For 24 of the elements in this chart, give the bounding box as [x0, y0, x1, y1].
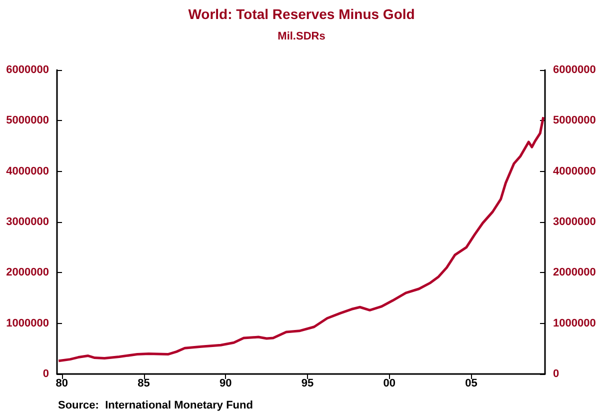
- x-tick-label: 00: [383, 378, 396, 390]
- x-tick-label: 90: [220, 378, 232, 390]
- y2-tick-label: 4000000: [553, 165, 596, 178]
- chart-subtitle: Mil.SDRs: [278, 30, 326, 42]
- x-tick-label: 80: [56, 378, 68, 390]
- y-tick-label: 1000000: [6, 317, 49, 330]
- y2-tick-label: 3000000: [553, 216, 596, 228]
- x-tick-label: 95: [301, 378, 314, 390]
- y-tick-label: 3000000: [6, 216, 49, 228]
- y-tick-label: 2000000: [6, 266, 49, 279]
- y-tick-label: 6000000: [6, 64, 49, 76]
- source-note: Source: International Monetary Fund: [58, 400, 253, 412]
- y2-tick-label: 2000000: [553, 266, 596, 279]
- y2-tick-label: 5000000: [553, 114, 596, 127]
- chart-title: World: Total Reserves Minus Gold: [188, 6, 415, 22]
- y2-tick-label: 0: [553, 368, 560, 380]
- x-tick-label: 05: [465, 378, 478, 390]
- line-series: [57, 116, 545, 362]
- y-tick-label: 5000000: [6, 114, 49, 127]
- y2-tick-label: 1000000: [553, 317, 596, 330]
- y-tick-label: 4000000: [6, 165, 49, 178]
- y-tick-label: 0: [42, 368, 49, 380]
- y2-tick-label: 6000000: [553, 64, 596, 76]
- x-tick-label: 85: [138, 378, 150, 390]
